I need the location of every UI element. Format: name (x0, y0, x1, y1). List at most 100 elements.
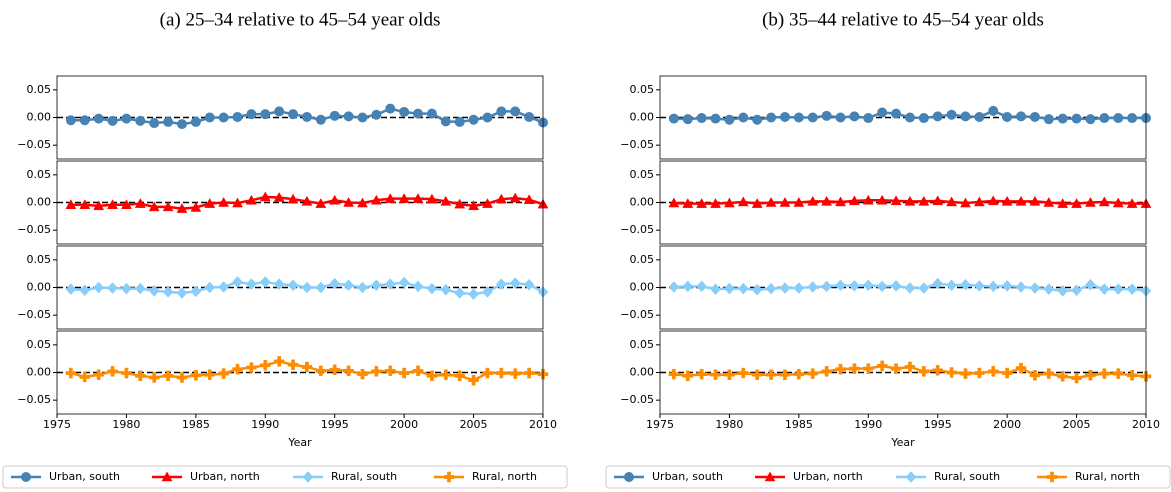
point (1057, 284, 1069, 297)
point (974, 111, 985, 122)
legend-marker (443, 471, 455, 483)
point (668, 197, 680, 208)
point (862, 279, 874, 292)
point (1057, 113, 1068, 124)
axes-frame (56, 245, 544, 330)
x-tick-label: 1985 (182, 418, 210, 431)
point (218, 112, 229, 123)
x-axis-label: Year (890, 436, 915, 449)
point (1098, 196, 1110, 207)
point (329, 364, 340, 375)
point (918, 366, 930, 377)
point (343, 196, 355, 207)
x-tick-label: 1975 (646, 418, 674, 431)
point (204, 369, 215, 380)
y-tick-label: 0.00 (27, 366, 52, 379)
point (468, 200, 479, 211)
point (426, 108, 437, 119)
point (274, 106, 285, 117)
point (426, 193, 438, 204)
point (301, 111, 312, 122)
point (960, 368, 971, 379)
point (524, 111, 535, 122)
point (1071, 113, 1082, 124)
point (738, 367, 749, 379)
point (371, 109, 382, 120)
point (737, 282, 749, 295)
point (682, 114, 693, 125)
y-tick-label: −0.05 (620, 223, 654, 236)
x-tick-label: 2000 (993, 418, 1021, 431)
y-tick-label: 0.05 (27, 83, 52, 96)
point (737, 196, 749, 207)
point (1029, 111, 1040, 122)
y-tick-label: 0.00 (27, 281, 52, 294)
point (1043, 114, 1054, 125)
point (710, 198, 721, 208)
point (696, 280, 707, 293)
point (287, 193, 299, 204)
legend-label: Urban, south (652, 470, 723, 483)
point (398, 367, 410, 379)
point (454, 198, 466, 209)
y-tick-label: −0.05 (620, 138, 654, 151)
chart-title: (a) 25–34 relative to 45–54 year olds (160, 9, 441, 30)
point (301, 281, 313, 294)
point (835, 363, 846, 375)
point (398, 193, 410, 203)
point (232, 363, 243, 375)
point (987, 195, 999, 206)
legend-marker (764, 471, 776, 482)
point (482, 198, 493, 208)
point (946, 279, 957, 292)
x-tick-label: 1995 (321, 418, 349, 431)
point (668, 113, 679, 124)
point (751, 369, 763, 380)
point (724, 282, 735, 295)
point (218, 196, 230, 207)
point (440, 283, 452, 296)
point (724, 369, 735, 380)
point (315, 198, 327, 208)
y-tick-label: 0.00 (630, 111, 655, 124)
point (710, 369, 721, 380)
point (148, 284, 160, 297)
legend-marker (905, 471, 917, 483)
point (862, 194, 874, 205)
axes-frame (56, 160, 544, 245)
point (946, 109, 957, 120)
point (793, 282, 805, 294)
point (946, 367, 957, 378)
point (821, 110, 832, 121)
point (668, 281, 680, 293)
x-axis-label: Year (287, 436, 312, 449)
point (724, 114, 735, 125)
point (121, 199, 132, 209)
point (724, 197, 735, 208)
point (496, 278, 507, 291)
point (454, 370, 465, 382)
point (412, 193, 424, 203)
y-tick-label: 0.05 (27, 168, 52, 181)
y-tick-label: 0.00 (630, 281, 655, 294)
point (904, 361, 916, 373)
point (738, 112, 749, 123)
point (932, 111, 943, 122)
point (1126, 283, 1138, 296)
point (232, 111, 243, 122)
point (260, 360, 271, 371)
point (1085, 370, 1096, 381)
point (1085, 114, 1096, 125)
point (204, 112, 215, 123)
point (315, 281, 327, 294)
point (357, 197, 368, 208)
legend-frame (2, 465, 568, 489)
point (93, 281, 104, 294)
point (135, 115, 146, 126)
x-tick-label: 1990 (251, 418, 279, 431)
point (974, 367, 985, 379)
point (412, 280, 424, 293)
point (821, 195, 833, 206)
point (176, 287, 188, 299)
